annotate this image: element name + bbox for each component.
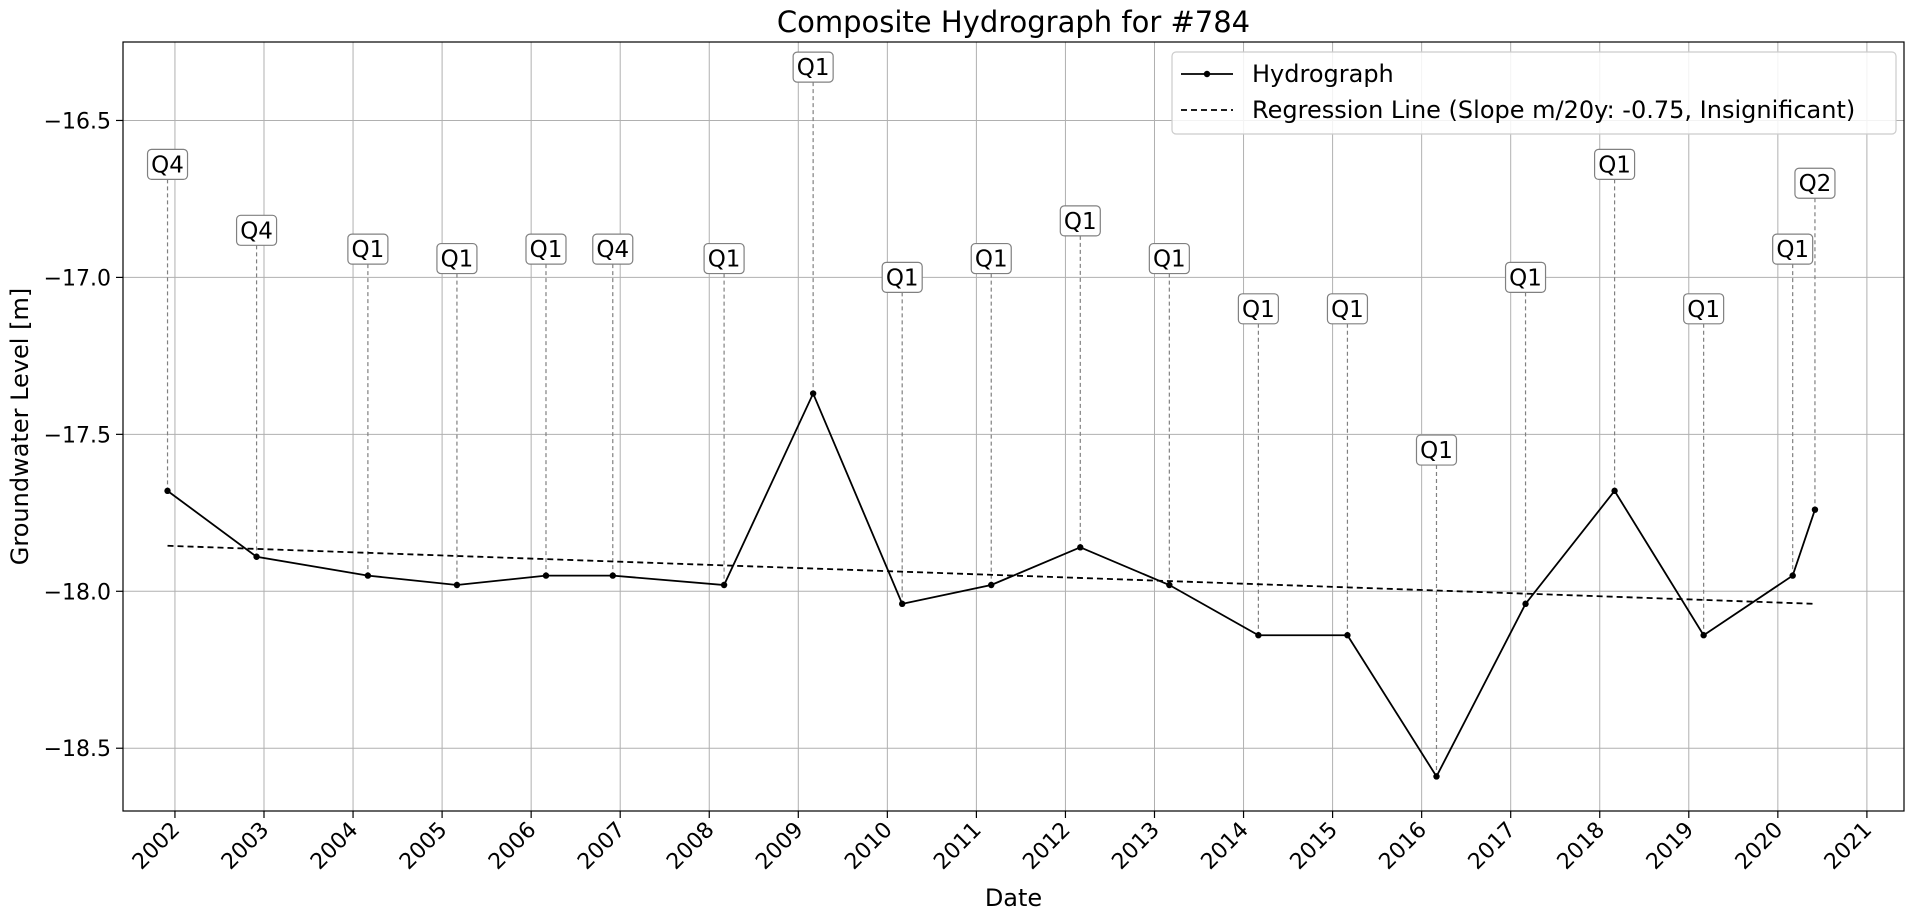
quarter-label-box: [703, 242, 745, 275]
hydrograph-point: [1700, 632, 1707, 639]
quarter-label: Q4: [240, 218, 273, 244]
quarter-label: Q1: [530, 237, 563, 263]
quarter-label: Q1: [1598, 152, 1631, 178]
hydrograph-point: [453, 581, 461, 589]
quarter-label: Q1: [1064, 209, 1097, 235]
quarter-label-box: [525, 233, 567, 265]
quarter-label: Q1: [1153, 247, 1186, 273]
quarter-label-box: [1237, 293, 1279, 325]
hydrograph-point: [720, 581, 728, 589]
hydrograph-point: [809, 390, 817, 397]
hydrograph-point: [164, 487, 171, 495]
quarter-label-box: [970, 242, 1012, 275]
hydrograph-point: [609, 572, 616, 579]
quarter-label-box: [1772, 233, 1814, 265]
x-axis-label: Date: [985, 884, 1042, 912]
legend-regression-label: Regression Line (Slope m/20y: -0.75, Ins…: [1252, 96, 1855, 124]
legend-hydrograph-label: Hydrograph: [1252, 60, 1394, 88]
hydrograph-point: [1166, 581, 1173, 589]
hydrograph-point: [1789, 572, 1796, 579]
quarter-label: Q1: [1331, 297, 1364, 323]
hydrograph-point: [988, 581, 995, 589]
quarter-label-box: [792, 51, 834, 83]
quarter-label: Q1: [352, 237, 385, 263]
quarter-label-box: [146, 148, 189, 181]
quarter-label: Q1: [797, 55, 830, 81]
y-axis-label: Groundwater Level [m]: [6, 288, 34, 565]
quarter-label-box: [235, 214, 278, 246]
quarter-label: Q4: [151, 152, 184, 178]
quarter-label: Q1: [708, 247, 741, 273]
hydrograph-point: [898, 600, 906, 608]
hydrograph-point: [1077, 544, 1084, 551]
quarter-label-box: [1415, 434, 1458, 466]
quarter-label: Q1: [1420, 438, 1453, 464]
legend-hydrograph-marker: [1203, 70, 1211, 78]
quarter-label: Q2: [1799, 171, 1832, 197]
quarter-label-box: [881, 261, 923, 294]
quarter-label: Q1: [975, 247, 1008, 273]
quarter-label: Q1: [441, 247, 474, 273]
hydrograph-point: [1611, 487, 1618, 495]
quarter-label-box: [347, 233, 389, 265]
hydrograph-point: [1255, 632, 1262, 639]
hydrograph-point: [364, 572, 372, 579]
quarter-label-box: [1326, 293, 1369, 325]
quarter-label-box: [1059, 205, 1101, 237]
quarter-label: Q1: [1509, 265, 1542, 291]
y-tick-label: −18.5: [44, 737, 111, 762]
quarter-label: Q1: [1242, 297, 1275, 323]
quarter-label-box: [1593, 148, 1636, 181]
regression-line: [167, 544, 1815, 605]
quarter-label: Q4: [596, 237, 629, 263]
hydrograph-line: [166, 391, 1816, 779]
chart-title: Composite Hydrograph for #784: [777, 5, 1250, 39]
hydrograph-point: [1344, 632, 1351, 639]
quarter-label-box: [1504, 261, 1547, 294]
y-tick-label: −18.0: [44, 580, 111, 605]
quarter-label-box: [436, 242, 478, 275]
hydrograph-point: [1522, 600, 1529, 608]
y-tick-label: −17.5: [44, 423, 111, 448]
quarter-label-box: [1794, 167, 1836, 199]
y-tick-label: −17.0: [44, 266, 111, 291]
hydrograph-point: [542, 572, 550, 579]
quarter-label-box: [592, 233, 634, 265]
hydrograph-point: [1433, 773, 1440, 780]
quarter-label: Q1: [886, 265, 919, 291]
quarter-label: Q1: [1687, 297, 1720, 323]
quarter-label-box: [1683, 293, 1725, 325]
hydrograph-point: [1811, 506, 1819, 513]
plot-frame: [122, 41, 1905, 812]
quarter-label: Q1: [1776, 237, 1809, 263]
legend-box: [1171, 51, 1897, 135]
y-tick-label: −16.5: [44, 109, 111, 134]
hydrograph-point: [253, 553, 260, 560]
quarter-label-box: [1148, 242, 1190, 275]
